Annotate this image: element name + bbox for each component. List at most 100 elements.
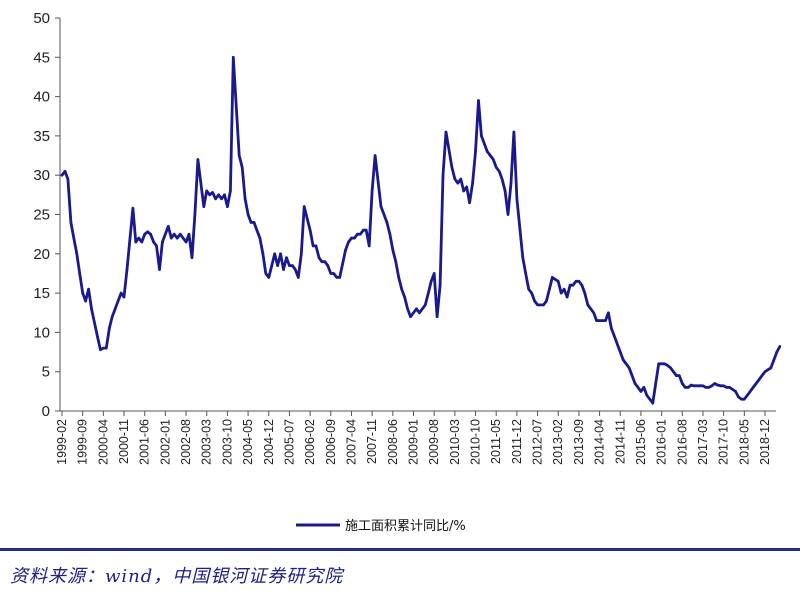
data-point xyxy=(441,173,445,177)
data-point xyxy=(663,362,666,366)
x-tick-label: 2002-01 xyxy=(158,419,172,465)
data-point xyxy=(276,264,279,267)
data-point xyxy=(746,394,749,397)
data-point xyxy=(468,201,471,204)
data-point xyxy=(480,134,483,138)
data-point xyxy=(571,283,575,287)
x-axis: 1999-02 1999-09 2000-04 2000-11 2001-06 2002-… xyxy=(55,410,776,465)
data-point xyxy=(137,236,141,240)
data-point xyxy=(362,228,365,232)
data-point xyxy=(288,264,291,267)
data-point xyxy=(161,240,164,244)
x-tick-label: 1999-09 xyxy=(76,419,90,465)
data-point xyxy=(710,384,714,388)
legend: 施工面积累计同比/% xyxy=(296,519,466,534)
data-point xyxy=(459,177,463,181)
data-point xyxy=(394,260,398,264)
data-point xyxy=(317,256,321,260)
data-point xyxy=(332,272,336,275)
x-tick-label: 2003-03 xyxy=(200,419,214,465)
data-point xyxy=(208,193,211,197)
data-point xyxy=(427,291,430,295)
data-point xyxy=(252,221,256,224)
x-tick-label: 2014-11 xyxy=(613,419,627,464)
data-point xyxy=(125,268,129,271)
y-tick-label: 0 xyxy=(42,403,50,420)
data-point xyxy=(533,299,536,303)
data-point xyxy=(648,397,652,401)
data-point xyxy=(619,350,622,354)
data-point xyxy=(338,276,342,279)
data-point xyxy=(524,272,527,275)
x-tick-label: 2018-05 xyxy=(737,419,751,465)
data-point xyxy=(406,307,409,311)
y-tick-label: 25 xyxy=(33,207,50,224)
data-point xyxy=(418,311,421,315)
data-point xyxy=(403,295,406,299)
data-point xyxy=(548,287,551,291)
x-tick-label: 2010-10 xyxy=(469,419,483,465)
x-tick-label: 2012-07 xyxy=(531,419,545,465)
data-point xyxy=(264,272,268,275)
data-point xyxy=(140,240,144,244)
source-note: 资料来源：wind，中国银河证券研究院 xyxy=(10,566,344,587)
data-point xyxy=(778,345,782,348)
data-point xyxy=(364,228,368,232)
data-point xyxy=(232,56,235,59)
y-tick-label: 50 xyxy=(33,10,50,27)
data-point xyxy=(633,382,637,385)
data-point xyxy=(636,386,640,389)
data-point xyxy=(769,366,773,370)
data-point xyxy=(719,384,722,388)
data-point xyxy=(471,181,474,185)
data-point xyxy=(775,350,779,354)
data-point xyxy=(616,342,619,346)
data-point xyxy=(116,299,120,303)
data-point xyxy=(400,287,404,291)
data-point xyxy=(435,315,439,319)
legend-label: 施工面积累计同比/% xyxy=(345,519,466,534)
data-point xyxy=(131,206,135,210)
data-point xyxy=(240,166,244,169)
data-point xyxy=(382,213,386,216)
data-point xyxy=(282,268,285,271)
data-point xyxy=(580,283,584,287)
data-point xyxy=(598,319,601,322)
data-point xyxy=(536,303,539,307)
data-point xyxy=(424,303,427,307)
data-point xyxy=(205,189,208,193)
y-tick-label: 5 xyxy=(42,364,50,381)
data-point xyxy=(669,366,672,370)
data-point xyxy=(521,256,525,260)
x-tick-label: 2011-05 xyxy=(489,419,503,464)
data-point xyxy=(692,384,696,388)
data-point xyxy=(113,307,117,311)
data-point xyxy=(267,276,271,279)
data-point xyxy=(196,158,200,161)
data-point xyxy=(96,335,99,338)
data-point xyxy=(149,232,152,236)
x-tick-label: 2010-03 xyxy=(448,419,462,465)
data-point xyxy=(562,287,566,291)
data-point xyxy=(432,272,436,275)
series-layer xyxy=(60,55,782,405)
data-point xyxy=(539,303,542,307)
data-point xyxy=(397,276,401,279)
x-tick-label: 2007-04 xyxy=(344,419,358,465)
data-point xyxy=(291,264,294,267)
data-point xyxy=(184,240,188,244)
data-point xyxy=(551,276,554,279)
data-point xyxy=(678,374,681,377)
data-point xyxy=(444,130,448,134)
data-point xyxy=(506,213,510,216)
data-point xyxy=(462,189,466,193)
data-point xyxy=(486,150,489,153)
data-point xyxy=(675,374,678,377)
x-tick-label: 2005-07 xyxy=(282,419,296,465)
data-point xyxy=(565,295,569,299)
data-point xyxy=(716,383,719,387)
data-point xyxy=(613,335,616,338)
data-point xyxy=(559,291,563,295)
data-point xyxy=(748,390,752,393)
y-tick-label: 35 xyxy=(33,128,50,145)
